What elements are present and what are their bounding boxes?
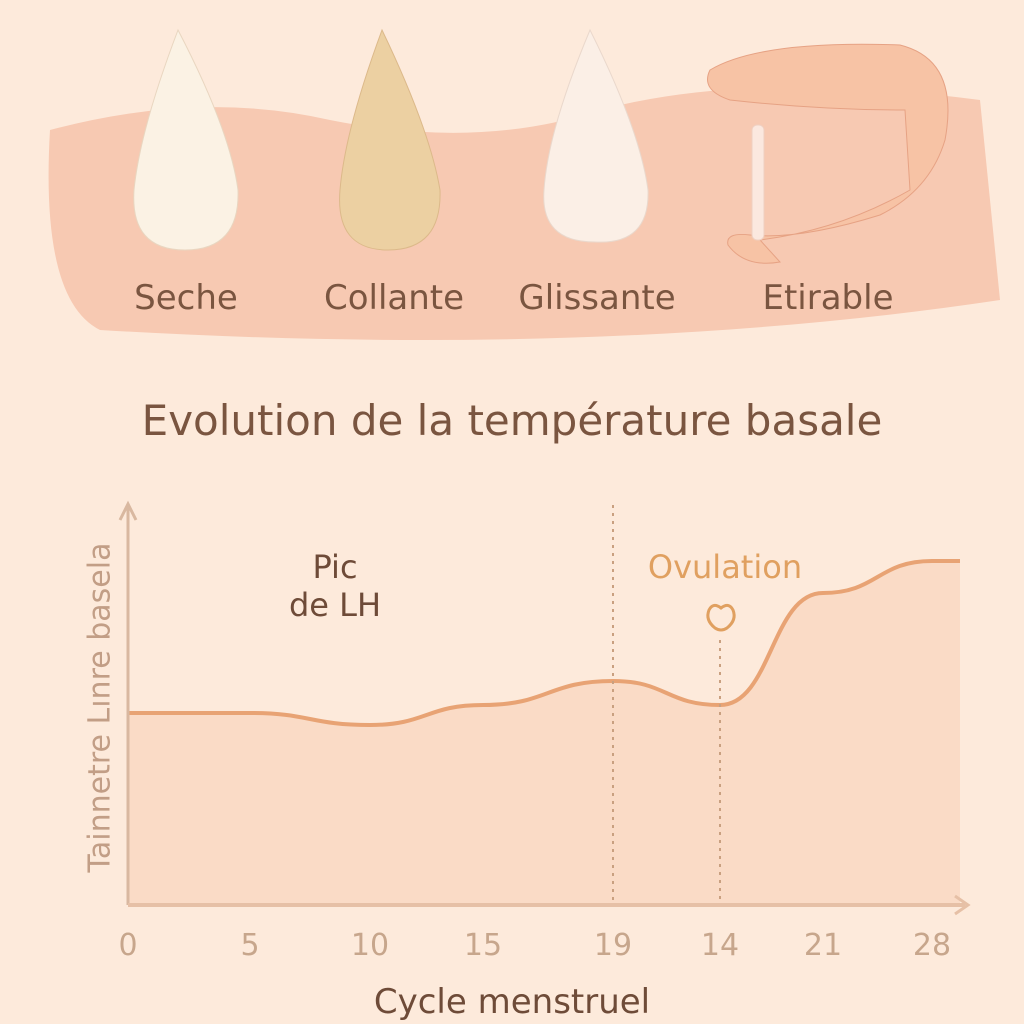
drop-collante xyxy=(339,28,441,251)
x-tick-label: 15 xyxy=(463,928,503,963)
chart xyxy=(118,500,971,916)
label-etirable: Etirable xyxy=(762,278,894,318)
drop-glissante xyxy=(543,28,649,243)
lh-peak-line2: de LH xyxy=(288,586,382,624)
stretch-strand xyxy=(751,124,765,241)
ovulation-label: Ovulation xyxy=(647,548,803,586)
x-tick-label: 21 xyxy=(803,928,843,963)
x-axis-arrow xyxy=(954,894,971,916)
finger-icon xyxy=(707,43,949,264)
label-collante: Collante xyxy=(323,278,465,318)
label-glissante: Glissante xyxy=(518,278,676,318)
x-tick-label: 5 xyxy=(240,928,260,963)
x-tick-label: 28 xyxy=(912,928,952,963)
area-fill xyxy=(128,561,960,905)
drop-seche xyxy=(133,28,239,251)
mucus-illustration xyxy=(48,28,1001,340)
temperature-line xyxy=(127,559,960,728)
chart-title: Evolution de la température basale xyxy=(141,396,883,445)
egg-icon xyxy=(706,603,736,632)
x-axis-label: Cycle menstruel xyxy=(373,982,651,1022)
label-seche: Seche xyxy=(134,278,238,318)
x-tick-label: 0 xyxy=(118,928,138,963)
x-tick-label: 14 xyxy=(700,928,740,963)
y-axis-arrow xyxy=(118,500,138,521)
lh-peak-annotation: Pic de LH xyxy=(270,548,400,624)
x-tick-label: 19 xyxy=(593,928,633,963)
y-axis-label: Tainnetre Lınre basela xyxy=(82,542,118,873)
x-tick-label: 10 xyxy=(350,928,390,963)
lh-peak-line1: Pic xyxy=(312,548,358,586)
